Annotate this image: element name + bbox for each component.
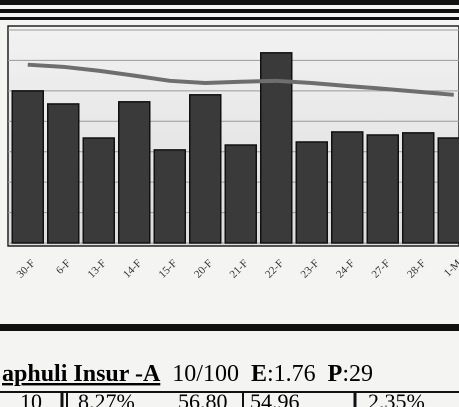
x-tick-label: 13-F: [85, 257, 108, 280]
ticker-name: aphuli Insur -A: [2, 361, 161, 387]
bar: [189, 94, 222, 244]
ticker-face: 10/100: [172, 361, 239, 387]
x-tick-label: 21-F: [227, 257, 250, 280]
x-tick-label: 6-F: [54, 257, 73, 276]
row-cell: 54.96: [250, 389, 300, 407]
row-cell: 2.35%: [368, 389, 425, 407]
bar: [11, 90, 44, 244]
x-tick-label: 23-F: [298, 257, 321, 280]
x-tick-label: 22-F: [263, 257, 286, 280]
row-cell: 10: [20, 389, 42, 407]
bar: [118, 101, 151, 244]
bar: [47, 103, 80, 244]
border: [0, 324, 459, 331]
border: [0, 0, 459, 5]
e-label: E: [251, 361, 267, 387]
border: [0, 9, 459, 13]
x-tick-label: 30-F: [14, 257, 37, 280]
bar: [260, 52, 293, 244]
line: [27, 62, 454, 97]
bar: [82, 137, 115, 244]
x-tick-label: 27-F: [369, 257, 392, 280]
x-tick-label: 28-F: [405, 257, 428, 280]
bar: [366, 134, 399, 244]
row-cell: 8.27%: [78, 389, 135, 407]
ticker-line: aphuli Insur -A 10/100 E:1.76 P:29: [2, 361, 373, 387]
bar: [437, 137, 459, 244]
x-tick-label: 20-F: [192, 257, 215, 280]
x-tick-label: 14-F: [121, 257, 144, 280]
bar: [295, 141, 328, 244]
bar: [153, 149, 186, 244]
x-tick-label: 1-M: [442, 257, 459, 279]
e-value: :1.76: [267, 361, 316, 387]
bar: [331, 131, 364, 244]
x-tick-label: 15-F: [156, 257, 179, 280]
bar: [402, 132, 435, 244]
p-label: P: [328, 361, 343, 387]
border: [0, 17, 459, 20]
row-cell: 56.80: [178, 389, 228, 407]
x-tick-label: 24-F: [334, 257, 357, 280]
bar: [224, 144, 257, 244]
p-value: :29: [342, 361, 373, 387]
